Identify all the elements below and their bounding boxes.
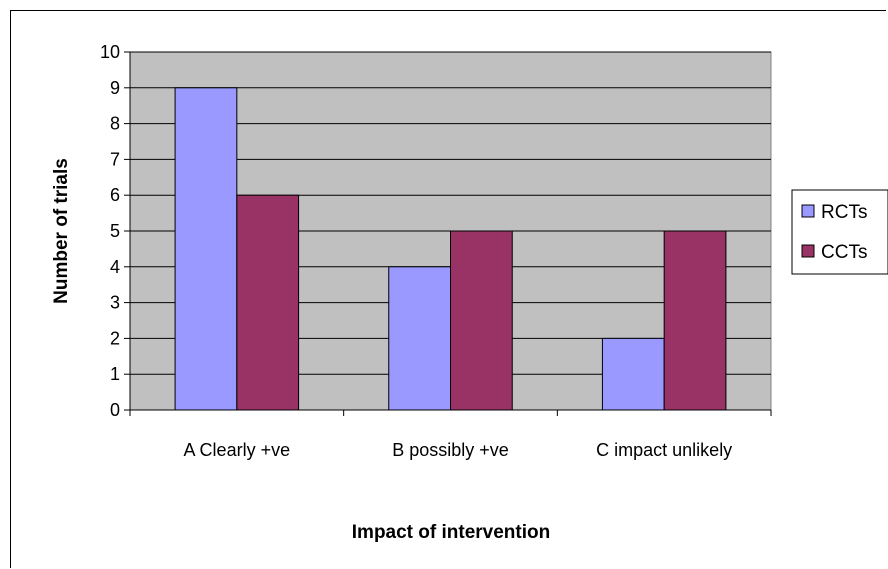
y-tick-label: 4	[110, 257, 120, 277]
bar-rcts-2	[388, 266, 452, 411]
bar-ccts-2	[450, 230, 513, 411]
bar-rcts-3	[601, 337, 665, 411]
legend-swatch-ccts	[801, 244, 815, 258]
y-axis: 0 1 2 3 4 5 6 7 8 9 10	[100, 42, 131, 420]
legend-label-rcts: RCTs	[821, 202, 867, 223]
y-tick-label: 2	[110, 328, 120, 348]
y-tick-label: 3	[110, 293, 120, 313]
legend-label-ccts: CCTs	[821, 242, 867, 263]
y-tick-label: 1	[110, 364, 120, 384]
bar-ccts-3	[663, 230, 727, 411]
y-tick-label: 0	[110, 400, 120, 420]
y-tick-label: 10	[100, 42, 120, 62]
legend: RCTs CCTs	[791, 189, 888, 275]
y-tick-label: 5	[110, 221, 120, 241]
bars	[174, 87, 727, 411]
x-tick-label: B possibly +ve	[392, 440, 509, 460]
y-tick-label: 8	[110, 114, 120, 134]
legend-swatch-rcts	[801, 204, 815, 218]
y-tick-label: 9	[110, 78, 120, 98]
bar-rcts-1	[174, 87, 238, 411]
y-axis-title: Number of trials	[51, 158, 72, 304]
y-tick-label: 7	[110, 149, 120, 169]
legend-box	[791, 189, 888, 275]
y-tick-label: 6	[110, 185, 120, 205]
x-tick-label: A Clearly +ve	[184, 440, 291, 460]
x-axis: A Clearly +ve B possibly +ve C impact unli…	[129, 409, 772, 460]
x-axis-title: Impact of intervention	[352, 522, 550, 543]
bar-ccts-1	[236, 194, 300, 411]
x-tick-label: C impact unlikely	[596, 440, 732, 460]
